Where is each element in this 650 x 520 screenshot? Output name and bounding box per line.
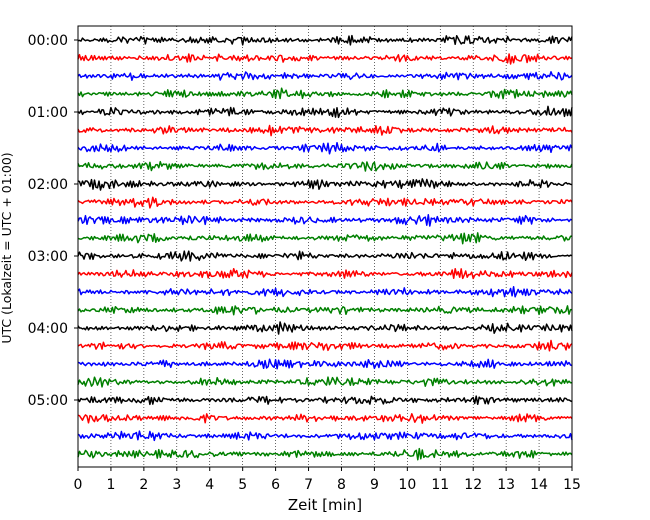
trace-2 (77, 53, 573, 65)
trace-11 (77, 214, 573, 227)
y-tick-label-03:00: 03:00 (28, 249, 68, 265)
trace-16 (77, 305, 573, 316)
x-tick-label-2: 2 (139, 477, 148, 493)
y-tick-label-02:00: 02:00 (28, 177, 68, 193)
x-tick-label-12: 12 (464, 477, 482, 493)
x-tick-label-15: 15 (563, 477, 581, 493)
trace-24 (77, 447, 573, 461)
trace-14 (77, 267, 573, 280)
trace-19 (77, 358, 573, 370)
trace-20 (77, 376, 572, 388)
plot-background (78, 26, 572, 467)
x-tick-label-9: 9 (370, 477, 379, 493)
y-axis-ticks: 00:00 01:00 02:00 03:00 04:00 05:00 (28, 33, 78, 409)
trace-15 (77, 285, 573, 298)
trace-13 (77, 250, 573, 262)
x-tick-label-1: 1 (106, 477, 115, 493)
y-tick-label-04:00: 04:00 (28, 321, 68, 337)
y-tick-label-05:00: 05:00 (28, 393, 68, 409)
y-tick-label-00:00: 00:00 (28, 33, 68, 49)
trace-4 (77, 87, 573, 100)
trace-12 (77, 232, 573, 245)
trace-5 (77, 105, 573, 119)
y-tick-label-01:00: 01:00 (28, 105, 68, 121)
x-tick-label-13: 13 (497, 477, 515, 493)
seismic-traces (77, 34, 573, 461)
trace-18 (77, 339, 573, 352)
trace-1 (77, 34, 573, 46)
trace-17 (77, 321, 573, 335)
trace-9 (77, 178, 573, 191)
trace-10 (77, 196, 573, 209)
x-tick-label-4: 4 (205, 477, 214, 493)
x-tick-label-0: 0 (74, 477, 83, 493)
plot-frame (77, 25, 573, 468)
y-axis-title: UTC (Lokalzeit = UTC + 01:00) (0, 152, 14, 343)
x-tick-label-6: 6 (271, 477, 280, 493)
x-tick-label-5: 5 (238, 477, 247, 493)
trace-23 (77, 430, 573, 442)
x-axis-title: Zeit [min] (288, 496, 362, 514)
x-axis-ticks: 0 1 2 3 4 5 6 7 8 9 10 11 12 13 14 15 (74, 467, 581, 493)
x-tick-label-3: 3 (172, 477, 181, 493)
x-tick-label-14: 14 (530, 477, 548, 493)
trace-3 (77, 71, 573, 81)
trace-22 (77, 413, 573, 424)
trace-21 (77, 395, 573, 406)
x-tick-label-11: 11 (431, 477, 449, 493)
x-tick-label-7: 7 (304, 477, 313, 493)
trace-6 (77, 124, 573, 137)
trace-8 (77, 160, 573, 172)
trace-7 (77, 141, 573, 155)
x-tick-label-8: 8 (337, 477, 346, 493)
x-tick-label-10: 10 (398, 477, 416, 493)
